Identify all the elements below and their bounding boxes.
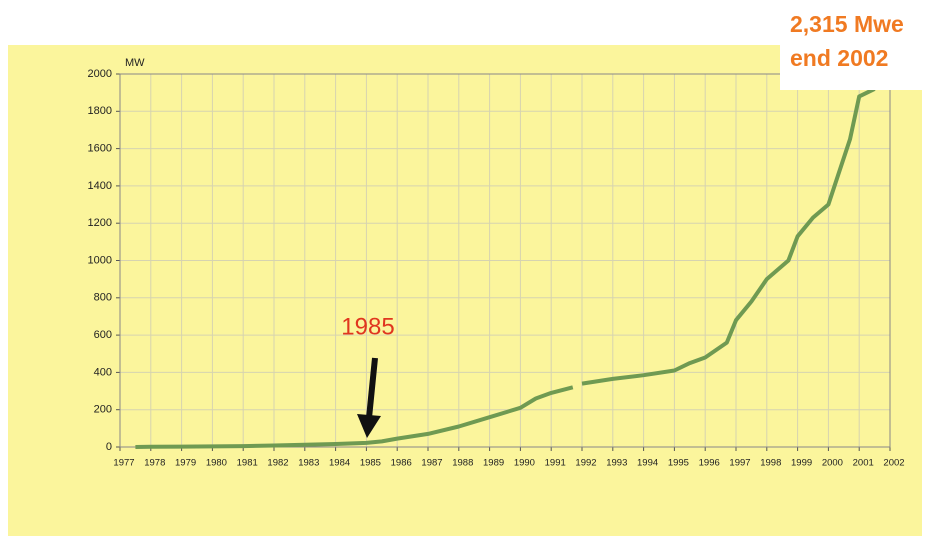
y-tick-label: 800 (94, 292, 112, 304)
x-tick-label: 2001 (853, 458, 874, 469)
y-tick-label: 600 (94, 329, 112, 341)
x-tick-label: 1993 (606, 458, 627, 469)
x-tick-label: 1977 (113, 458, 134, 469)
x-tick-label: 1981 (237, 458, 258, 469)
x-tick-label: 1995 (668, 458, 689, 469)
x-tick-label: 1985 (360, 458, 381, 469)
x-tick-label: 2000 (822, 458, 843, 469)
x-tick-label: 1992 (575, 458, 596, 469)
x-tick-label: 1979 (175, 458, 196, 469)
y-tick-label: 1800 (88, 105, 112, 117)
line-series (135, 87, 876, 449)
grid: 0 200 400 600 800 1000 1200 1400 1600 1800 2000 197… (88, 68, 905, 469)
x-tick-label: 1987 (421, 458, 442, 469)
x-tick-label: 1982 (267, 458, 288, 469)
x-tick-label: 1980 (206, 458, 227, 469)
y-tick-label: 0 (106, 441, 112, 453)
arrow-head (357, 414, 381, 438)
x-tick-label: 1978 (144, 458, 165, 469)
x-tick-label: 1999 (791, 458, 812, 469)
x-tick-label: 1983 (298, 458, 319, 469)
x-tick-label: 1994 (637, 458, 658, 469)
x-tick-label: 1997 (729, 458, 750, 469)
y-tick-label: 1000 (88, 254, 112, 266)
x-tick-label: 1989 (483, 458, 504, 469)
x-tick-label: 1996 (699, 458, 720, 469)
y-tick-label: 200 (94, 404, 112, 416)
annotation: 1985 (341, 313, 394, 340)
note-box (780, 0, 931, 90)
y-tick-label: 1200 (88, 217, 112, 229)
background (8, 45, 922, 536)
plot-frame (119, 73, 891, 448)
y-tick-label: 400 (94, 366, 112, 378)
arrow (366, 357, 378, 419)
x-tick-label: 2002 (883, 458, 904, 469)
y-unit-label: MW (125, 57, 145, 69)
plot (135, 87, 876, 449)
x-tick-label: 1984 (329, 458, 350, 469)
annotation: end 2002 (790, 45, 888, 71)
x-tick-label: 1988 (452, 458, 473, 469)
x-tick-label: 1986 (391, 458, 412, 469)
y-tick-label: 1600 (88, 143, 112, 155)
x-tick-label: 1991 (545, 458, 566, 469)
y-tick-label: 2000 (88, 68, 112, 80)
x-tick-label: 1990 (514, 458, 535, 469)
annotation: 2,315 Mwe (790, 11, 904, 37)
x-tick-label: 1998 (760, 458, 781, 469)
y-tick-label: 1400 (88, 180, 112, 192)
